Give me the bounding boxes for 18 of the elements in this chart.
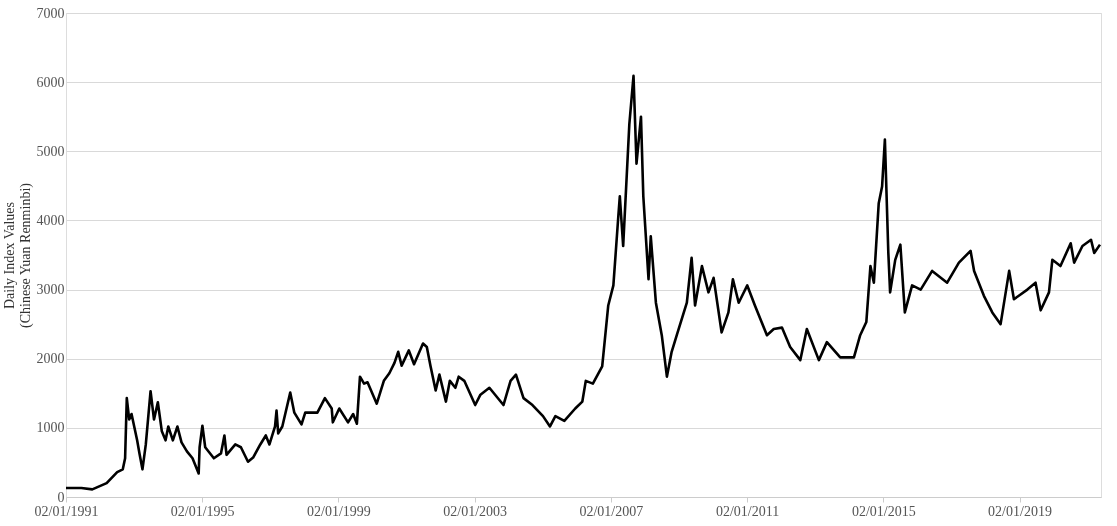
y-tick-label: 6000 <box>36 74 65 90</box>
line-series <box>64 74 1102 491</box>
x-tick-label: 02/01/1999 <box>307 503 371 519</box>
y-axis-title: Daily Index Values (Chinese Yuan Renminbi) <box>1 182 34 328</box>
y-tick-label: 7000 <box>36 5 65 21</box>
x-tick-label: 02/01/2003 <box>443 503 508 519</box>
x-tick-label: 02/01/2007 <box>579 503 644 519</box>
y-tick-label: 1000 <box>36 420 65 436</box>
x-tick-label: 02/01/1995 <box>170 503 235 519</box>
x-tick-label: 02/01/2011 <box>715 503 780 519</box>
y-tick-label: 0 <box>57 489 65 505</box>
y-tick-label: 4000 <box>36 212 65 228</box>
y-tick-label: 2000 <box>36 351 65 367</box>
x-tick-label: 02/01/1991 <box>34 503 99 519</box>
x-tick-label: 02/01/2015 <box>851 503 916 519</box>
y-tick-label: 5000 <box>36 143 65 159</box>
y-tick-label: 3000 <box>36 282 65 298</box>
x-tick-label: 02/01/2019 <box>988 503 1052 519</box>
